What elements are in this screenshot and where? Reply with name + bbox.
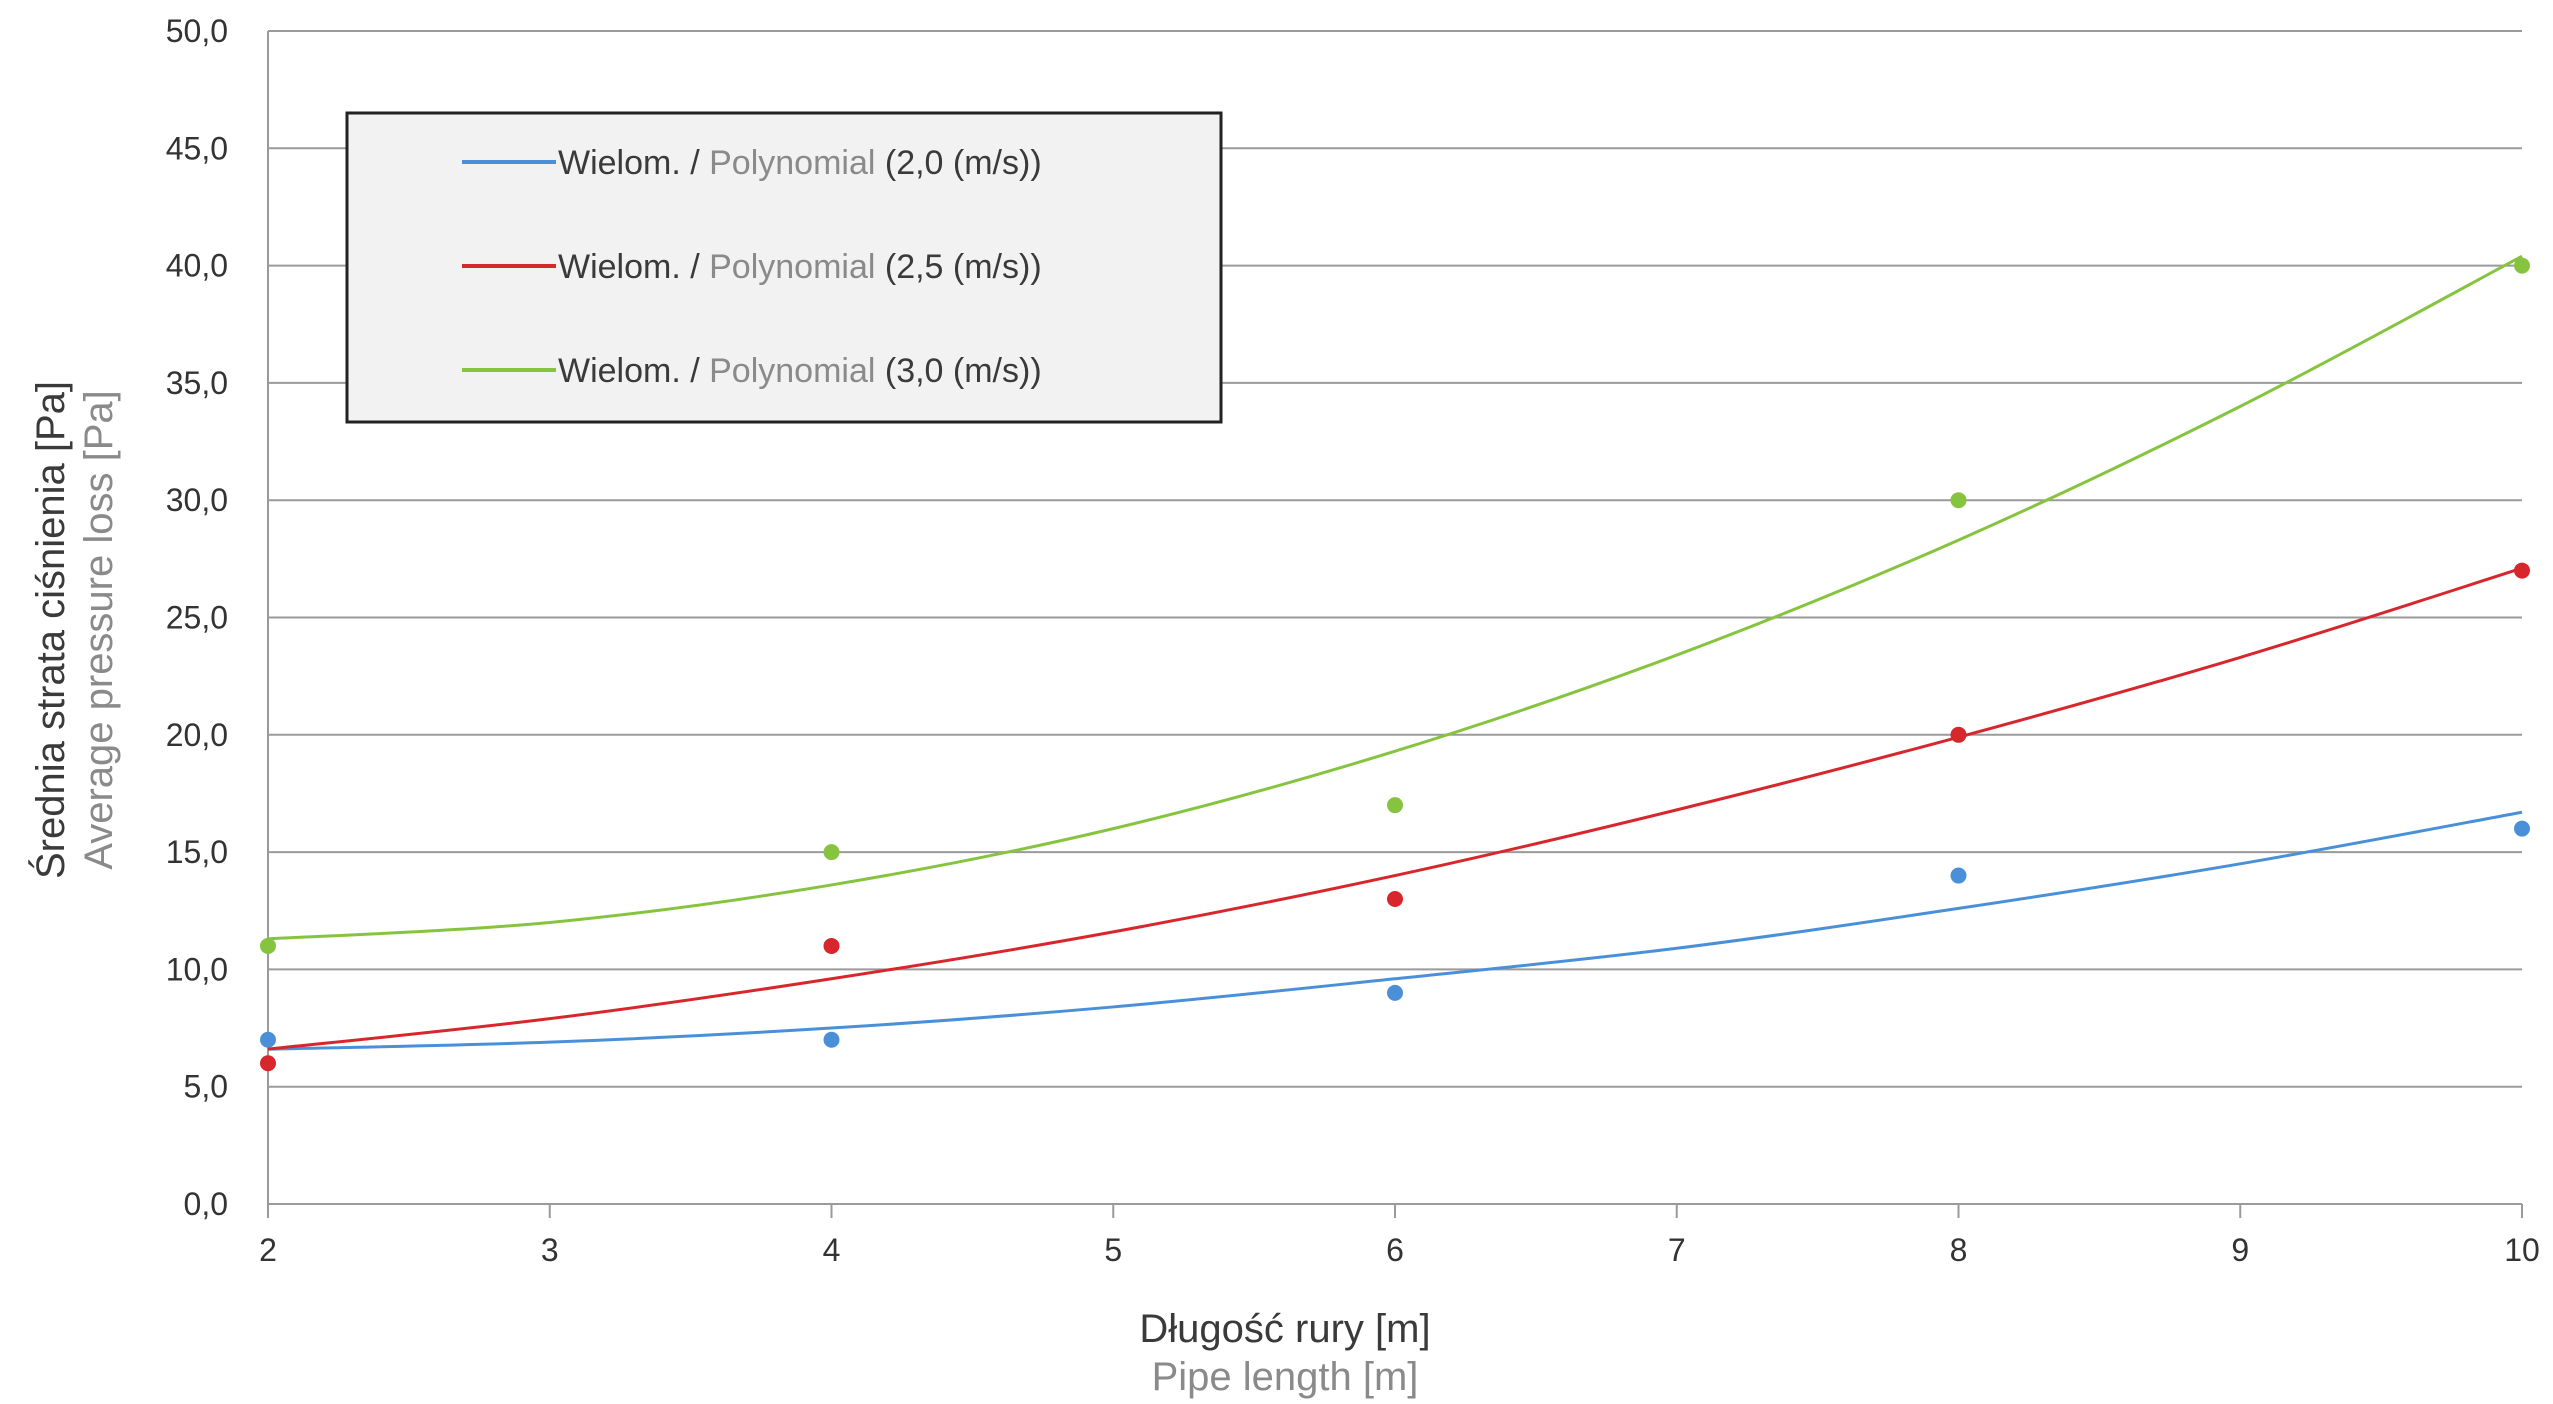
data-point-series-1 <box>260 1031 276 1048</box>
y-axis-title-pl: Średnia strata ciśnienia [Pa] <box>27 381 73 879</box>
y-axis-title-en: Average pressure loss [Pa] <box>77 390 121 870</box>
data-point-series-3 <box>1387 797 1403 814</box>
y-tick-label: 35,0 <box>166 365 228 401</box>
trend-line-series-2 <box>267 566 2523 1051</box>
legend-label: Wielom. / Polynomial (2,0 (m/s)) <box>558 144 1042 182</box>
y-tick-label: 40,0 <box>166 248 228 284</box>
y-tick-label: 10,0 <box>166 951 228 987</box>
x-tick-label: 3 <box>541 1232 559 1268</box>
data-point-series-1 <box>1387 984 1403 1001</box>
x-axis-title: Długość rury [m] Pipe length [m] <box>1139 1307 1430 1399</box>
data-points <box>260 257 2530 1072</box>
legend-label: Wielom. / Polynomial (3,0 (m/s)) <box>558 352 1042 390</box>
x-tick-label: 4 <box>823 1232 841 1268</box>
data-point-series-3 <box>823 844 840 861</box>
data-point-series-2 <box>1387 891 1403 908</box>
data-point-series-3 <box>260 937 276 954</box>
trend-lines <box>267 254 2523 1051</box>
y-tick-label: 25,0 <box>166 600 228 636</box>
legend-label: Wielom. / Polynomial (2,5 (m/s)) <box>558 248 1042 286</box>
trend-line-series-3 <box>267 254 2523 941</box>
data-point-series-2 <box>260 1055 276 1072</box>
legend-items: Wielom. / Polynomial (2,0 (m/s)) Wielom. … <box>462 144 1042 390</box>
y-tick-label: 45,0 <box>166 130 228 166</box>
x-tick-label: 8 <box>1950 1232 1968 1268</box>
data-point-series-2 <box>1950 726 1967 743</box>
data-point-series-3 <box>2514 257 2530 274</box>
data-point-series-3 <box>1950 492 1967 509</box>
y-tick-label: 30,0 <box>166 482 228 518</box>
data-point-series-2 <box>2514 562 2530 579</box>
x-axis-title-pl: Długość rury [m] <box>1139 1307 1430 1351</box>
data-point-series-1 <box>2514 820 2530 837</box>
trend-line-series-1 <box>267 810 2523 1051</box>
x-axis-title-en: Pipe length [m] <box>1152 1355 1419 1399</box>
x-tick-label: 10 <box>2504 1232 2540 1268</box>
y-tick-label: 0,0 <box>184 1186 228 1222</box>
data-point-series-1 <box>1950 867 1967 884</box>
data-point-series-1 <box>823 1031 840 1048</box>
y-tick-label: 50,0 <box>166 13 228 49</box>
y-tick-labels: 0,0 5,0 10,0 15,0 20,0 25,0 30,0 35,0 40,0 45,0 50… <box>166 13 228 1222</box>
y-tick-label: 15,0 <box>166 834 228 870</box>
x-tick-label: 9 <box>2231 1232 2249 1268</box>
y-tick-label: 20,0 <box>166 717 228 753</box>
legend: Wielom. / Polynomial (2,0 (m/s)) Wielom. … <box>345 111 1223 424</box>
x-tick-label: 6 <box>1386 1232 1404 1268</box>
x-tick-label: 5 <box>1104 1232 1122 1268</box>
y-axis-title: Średnia strata ciśnienia [Pa] Average pr… <box>27 381 121 879</box>
y-tick-label: 5,0 <box>184 1069 228 1105</box>
x-tick-labels: 2 3 4 5 6 7 8 9 10 <box>259 1232 2540 1268</box>
x-tick-label: 2 <box>259 1232 277 1268</box>
x-tick-label: 7 <box>1668 1232 1686 1268</box>
data-point-series-2 <box>823 937 840 954</box>
